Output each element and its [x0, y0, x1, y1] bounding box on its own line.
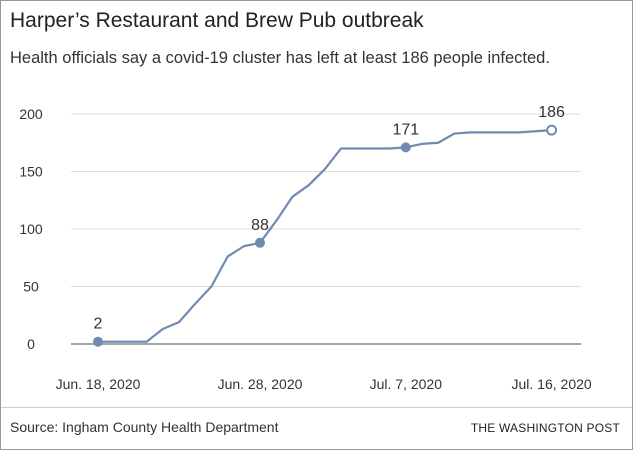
- series-line: [98, 129, 552, 343]
- data-label: 88: [251, 217, 269, 234]
- annotated-point: [93, 336, 103, 347]
- data-label: 2: [94, 316, 103, 333]
- y-tick-label: 100: [19, 221, 43, 237]
- credit: THE WASHINGTON POST: [470, 421, 620, 435]
- annotated-point: [546, 124, 558, 136]
- annotated-point: [255, 237, 265, 248]
- data-label: 171: [392, 121, 419, 138]
- x-tick-label: Jul. 16, 2020: [512, 376, 592, 392]
- annotated-point: [400, 142, 411, 153]
- y-tick-label: 0: [27, 336, 35, 352]
- x-tick-label: Jun. 28, 2020: [218, 376, 303, 392]
- footer-divider: [1, 407, 632, 408]
- x-tick-label: Jul. 7, 2020: [370, 376, 443, 392]
- y-tick-label: 200: [19, 106, 43, 122]
- chart-title: Harper’s Restaurant and Brew Pub outbrea…: [10, 9, 424, 32]
- chart-subtitle: Health officials say a covid-19 cluster …: [10, 49, 550, 67]
- source-note: Source: Ingham County Health Department: [10, 419, 279, 435]
- x-tick-label: Jun. 18, 2020: [56, 376, 141, 392]
- y-tick-label: 150: [19, 164, 43, 180]
- y-tick-label: 50: [23, 279, 39, 295]
- data-label: 186: [538, 104, 565, 121]
